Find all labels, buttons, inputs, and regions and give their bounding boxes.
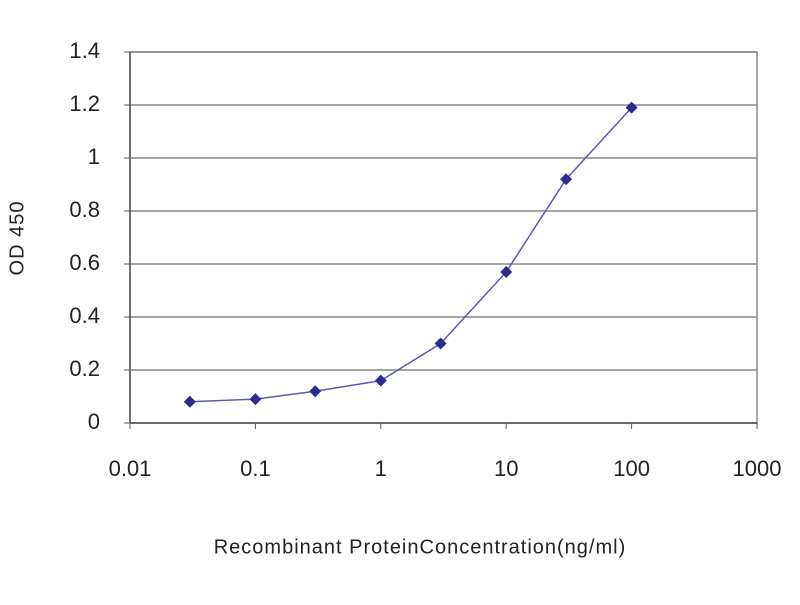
y-tick-label: 0.8 xyxy=(69,197,100,222)
y-tick-label: 1.2 xyxy=(69,91,100,116)
series-line xyxy=(189,107,633,403)
data-point xyxy=(625,101,638,114)
y-tick-label: 0.4 xyxy=(69,303,100,328)
x-tick-label: 0.01 xyxy=(109,456,152,481)
data-point xyxy=(434,337,447,350)
x-tick-label: 100 xyxy=(613,456,650,481)
data-point xyxy=(309,385,322,398)
x-tick-label: 10 xyxy=(494,456,518,481)
y-tick-label: 0.6 xyxy=(69,250,100,275)
y-axis-title: OD 450 xyxy=(6,201,28,276)
y-tick-label: 1.4 xyxy=(69,38,100,63)
x-axis-title: Recombinant ProteinConcentration(ng/ml) xyxy=(214,536,627,558)
x-tick-label: 0.1 xyxy=(240,456,271,481)
data-point xyxy=(500,265,513,278)
y-tick-label: 0.2 xyxy=(69,356,100,381)
x-tick-label: 1000 xyxy=(733,456,782,481)
plot-area xyxy=(129,51,758,424)
data-point xyxy=(560,173,573,186)
y-tick-label: 1 xyxy=(88,144,100,169)
data-point xyxy=(249,393,262,406)
x-tick-label: 1 xyxy=(375,456,387,481)
y-tick-label: 0 xyxy=(88,409,100,434)
data-point xyxy=(183,395,196,408)
data-point xyxy=(374,374,387,387)
